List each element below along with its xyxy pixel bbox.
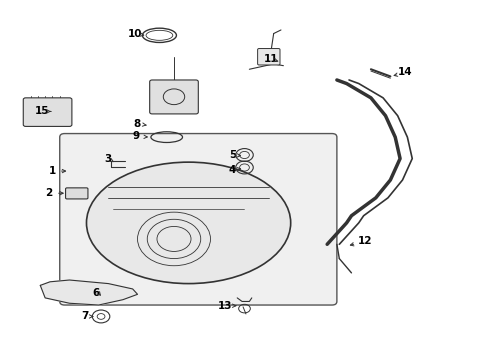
FancyBboxPatch shape — [65, 188, 88, 199]
FancyBboxPatch shape — [23, 98, 72, 126]
Text: 3: 3 — [104, 154, 112, 164]
Text: 15: 15 — [35, 107, 49, 116]
Text: 14: 14 — [397, 67, 411, 77]
Text: 7: 7 — [81, 311, 88, 321]
FancyBboxPatch shape — [257, 49, 280, 65]
FancyBboxPatch shape — [149, 80, 198, 114]
Text: 13: 13 — [217, 301, 232, 311]
Text: 9: 9 — [133, 131, 140, 141]
Ellipse shape — [86, 162, 290, 284]
Text: 1: 1 — [49, 166, 56, 176]
Text: 5: 5 — [228, 150, 236, 160]
Text: 2: 2 — [45, 188, 53, 198]
Polygon shape — [40, 280, 137, 305]
Text: 6: 6 — [92, 288, 100, 297]
Text: 11: 11 — [264, 54, 278, 64]
FancyBboxPatch shape — [60, 134, 336, 305]
Text: 12: 12 — [357, 237, 371, 247]
Text: 4: 4 — [228, 165, 236, 175]
Text: 8: 8 — [133, 118, 140, 129]
Text: 10: 10 — [127, 29, 142, 39]
